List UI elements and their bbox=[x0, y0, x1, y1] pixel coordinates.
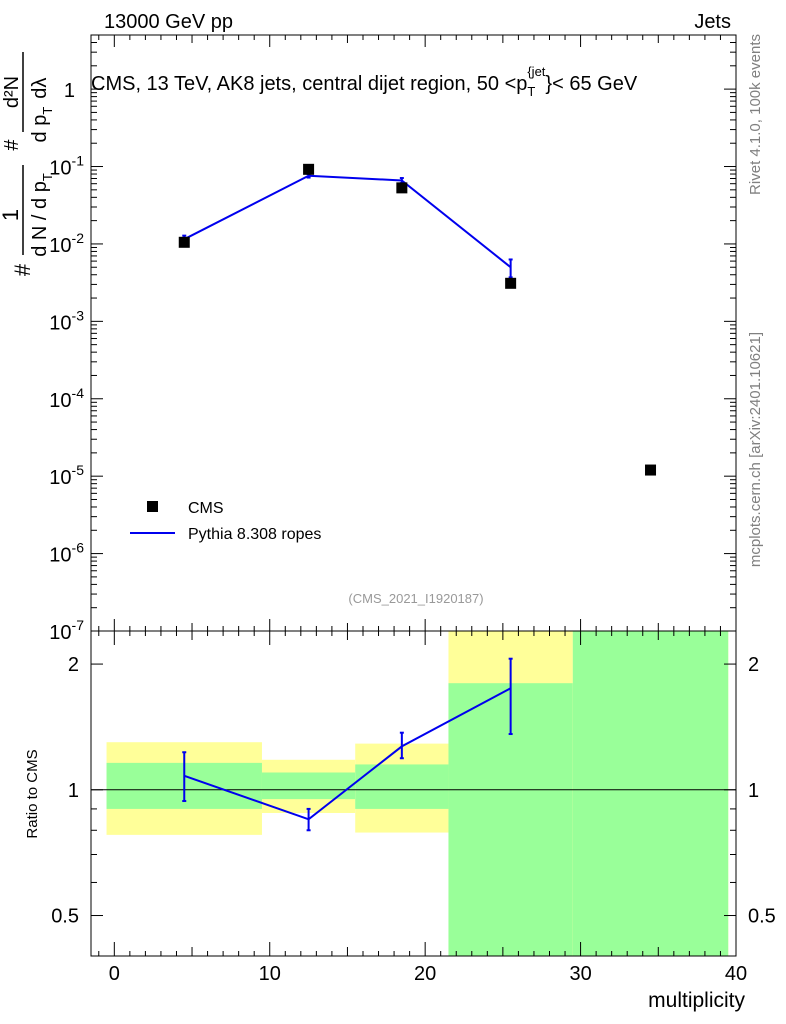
analysis-watermark: (CMS_2021_I1920187) bbox=[348, 591, 483, 606]
x-tick-label: 10 bbox=[259, 963, 281, 985]
y-tick-label: 10-7 bbox=[49, 617, 84, 644]
y-tick-label-base: 10 bbox=[49, 235, 71, 257]
y-tick-label: 1 bbox=[64, 80, 75, 102]
ratio-y-tick-label-left: 0.5 bbox=[51, 906, 79, 928]
y-label-frac2-den: d pTdλ bbox=[29, 78, 55, 143]
header-jets-label: Jets bbox=[694, 11, 731, 33]
rivet-version-label: Rivet 4.1.0, 100k events bbox=[747, 34, 764, 195]
legend: CMS Pythia 8.308 ropes bbox=[130, 500, 321, 543]
cms-data-point bbox=[178, 236, 190, 248]
y-tick-label-exp: -5 bbox=[72, 462, 85, 478]
y-label-frac2-num: d²N bbox=[1, 76, 23, 108]
y-label-frac2-den-text: d p bbox=[29, 115, 51, 143]
y-label-hash2: # bbox=[1, 139, 23, 151]
ratio-y-tick-label-left: 2 bbox=[68, 654, 79, 676]
ratio-y-tick-label-right: 2 bbox=[748, 654, 759, 676]
legend-pythia-label: Pythia 8.308 ropes bbox=[188, 526, 321, 543]
cms-data-point bbox=[396, 182, 408, 194]
y-tick-label-base: 10 bbox=[49, 467, 71, 489]
ratio-plot-panel: 0.5 0.51 12 20 10 20 30 40 Ratio to CMS multipl… bbox=[24, 630, 776, 1012]
y-tick-label-exp: -3 bbox=[72, 307, 85, 323]
plot-title: CMS, 13 TeV, AK8 jets, central dijet reg… bbox=[91, 64, 638, 99]
ratio-y-tick-label-left: 1 bbox=[68, 780, 79, 802]
y-tick-label-exp: -2 bbox=[72, 230, 85, 246]
cms-data-point bbox=[303, 163, 315, 175]
y-label-frac1-den-sub: T bbox=[40, 173, 55, 181]
header-energy-label: 13000 GeV pp bbox=[104, 11, 233, 33]
y-tick-label-exp: -1 bbox=[72, 153, 85, 169]
y-tick-label-base: 10 bbox=[49, 545, 71, 567]
y-tick-label: 10-4 bbox=[49, 385, 84, 412]
y-label-frac2-den-sub: T bbox=[40, 107, 55, 115]
main-plot-panel: 10-710-610-510-410-310-210-11 CMS, 13 Te… bbox=[0, 34, 737, 644]
y-tick-label-base: 10 bbox=[49, 158, 71, 180]
y-tick-label-base: 10 bbox=[49, 312, 71, 334]
main-plot-content bbox=[178, 163, 657, 476]
y-tick-label: 10-2 bbox=[49, 230, 84, 257]
y-tick-label: 10-5 bbox=[49, 462, 84, 489]
y-tick-label-base: 1 bbox=[64, 80, 75, 102]
main-y-axis-label: # 1 d N / d pT # d²N d pTdλ bbox=[0, 52, 55, 276]
cms-data-point bbox=[505, 277, 517, 289]
y-tick-label-base: 10 bbox=[49, 622, 71, 644]
ratio-plot-frame bbox=[90, 630, 737, 957]
ratio-y-tick-label-right: 0.5 bbox=[748, 906, 776, 928]
y-label-frac1-den-text: d N / d p bbox=[29, 181, 51, 257]
y-label-dlambda: dλ bbox=[29, 78, 51, 99]
y-tick-label-exp: -4 bbox=[72, 385, 85, 401]
uncertainty-band-inner bbox=[261, 772, 356, 800]
plot-title-sub: T bbox=[527, 84, 535, 99]
mcplots-source-label: mcplots.cern.ch [arXiv:2401.10621] bbox=[747, 332, 764, 567]
plot-title-tail: }< 65 GeV bbox=[545, 73, 637, 95]
ratio-y-axis-label: Ratio to CMS bbox=[24, 749, 41, 838]
y-label-hash: # bbox=[10, 263, 35, 276]
ratio-y-tick-label-right: 1 bbox=[748, 780, 759, 802]
cms-data-point bbox=[645, 464, 657, 476]
legend-cms-label: CMS bbox=[188, 500, 224, 517]
x-tick-label: 0 bbox=[109, 963, 120, 985]
y-tick-label-exp: -6 bbox=[72, 540, 85, 556]
legend-cms-marker bbox=[147, 501, 158, 512]
x-axis-label: multiplicity bbox=[648, 989, 745, 1012]
ratio-plot-content bbox=[91, 631, 736, 956]
ratio-plot-ticks: 0.5 0.51 12 20 10 20 30 40 bbox=[51, 631, 776, 985]
x-tick-label: 40 bbox=[725, 963, 747, 985]
y-tick-label-exp: -7 bbox=[72, 617, 85, 633]
pythia-series-line bbox=[183, 174, 512, 268]
y-tick-label: 10-1 bbox=[49, 153, 84, 180]
plot-title-sup: {jet bbox=[527, 64, 545, 79]
y-tick-label: 10-6 bbox=[49, 540, 84, 567]
ratio-series-line bbox=[183, 687, 512, 821]
y-tick-label-base: 10 bbox=[49, 390, 71, 412]
y-label-frac1-den: d N / d pT bbox=[29, 173, 55, 257]
x-tick-label: 20 bbox=[414, 963, 436, 985]
plot-title-main: CMS, 13 TeV, AK8 jets, central dijet reg… bbox=[91, 73, 527, 95]
x-tick-label: 30 bbox=[569, 963, 591, 985]
main-plot-ticks: 10-710-610-510-410-310-210-11 bbox=[49, 34, 737, 644]
uncertainty-band-inner bbox=[572, 631, 729, 956]
y-label-frac1-num: 1 bbox=[0, 209, 23, 221]
y-tick-label: 10-3 bbox=[49, 307, 84, 334]
